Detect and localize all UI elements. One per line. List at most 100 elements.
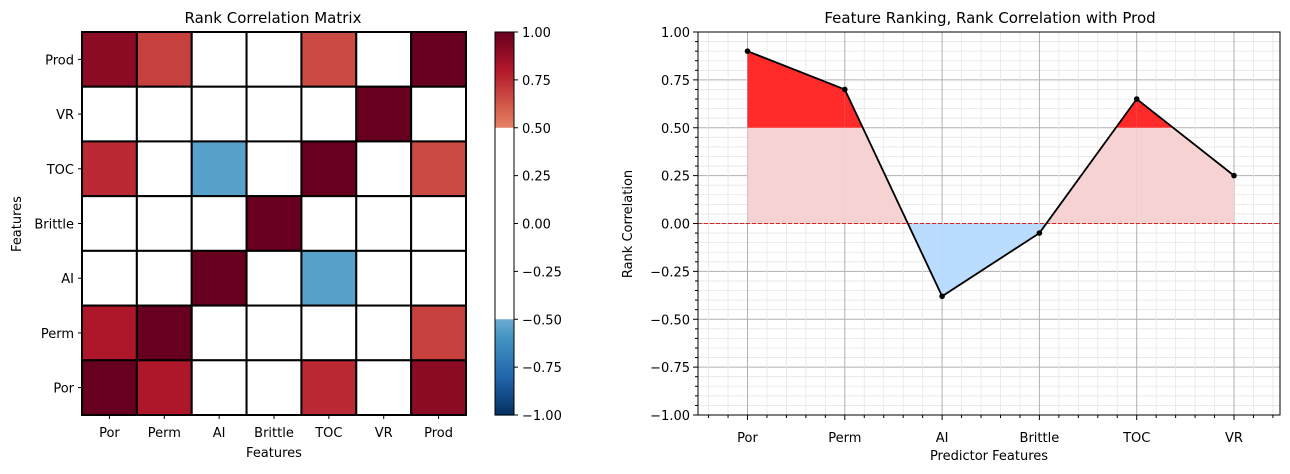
heatmap-y-tick-label: Brittle (34, 218, 74, 233)
colorbar-band (495, 300, 514, 304)
heatmap-cell-toc-prod (410, 140, 467, 198)
colorbar-band (495, 393, 514, 397)
colorbar-tick-label: −0.50 (522, 313, 562, 328)
colorbar-band (495, 268, 514, 272)
colorbar-band (495, 137, 514, 141)
correlation-line (747, 50, 1235, 298)
heatmap-cell-brittle-prod (410, 195, 467, 252)
line-chart-fills (747, 51, 1234, 297)
colorbar-band (495, 326, 514, 330)
colorbar-band (495, 324, 514, 328)
colorbar-band (495, 146, 514, 150)
heatmap-cell-ai-brittle (245, 249, 303, 307)
y-tick-label: 1.00 (661, 26, 690, 41)
colorbar-band (495, 168, 514, 172)
colorbar-band (495, 235, 514, 239)
colorbar-band (495, 211, 514, 215)
colorbar-band (495, 101, 514, 105)
colorbar-band (495, 91, 514, 95)
heatmap-cell-por-por (81, 359, 138, 416)
colorbar-band (495, 364, 514, 368)
colorbar-band (495, 367, 514, 371)
y-tick-label: 0.75 (661, 74, 690, 89)
colorbar-band (495, 39, 514, 43)
colorbar-band (495, 32, 514, 35)
y-tick-label: 0.25 (661, 170, 690, 185)
colorbar-band (495, 36, 514, 40)
colorbar-band (495, 405, 514, 409)
colorbar-band (495, 213, 514, 217)
colorbar-band (495, 379, 514, 383)
colorbar-band (495, 230, 514, 234)
colorbar-band (495, 359, 514, 363)
colorbar-band (495, 319, 514, 323)
colorbar-band (495, 350, 514, 354)
colorbar-band (495, 312, 514, 316)
colorbar-band (495, 228, 514, 232)
colorbar-band (495, 386, 514, 390)
colorbar-band (495, 376, 514, 380)
colorbar-band (495, 209, 514, 213)
colorbar-band (495, 225, 514, 229)
line-chart-y-ticks: 1.00 0.75 0.50 0.25 0.00 −0.25 −0.50 −0.75 −1.00 (650, 26, 698, 424)
colorbar-band (495, 53, 514, 57)
colorbar-band (495, 338, 514, 342)
colorbar-band (495, 77, 514, 81)
colorbar-band (495, 285, 514, 289)
heatmap-cell-vr-prod (410, 85, 467, 143)
colorbar-band (495, 63, 514, 67)
heatmap-cell-por-toc (300, 359, 358, 416)
colorbar-band (495, 79, 514, 83)
colorbar-band (495, 247, 514, 251)
heatmap-cell-prod-por (81, 31, 138, 88)
heatmap-x-ticks: Por Perm AI Brittle TOC VR Prod (99, 415, 453, 441)
heatmap-cell-perm-vr (355, 304, 413, 362)
colorbar-band (495, 60, 514, 64)
colorbar-band (495, 41, 514, 45)
colorbar-band (495, 297, 514, 301)
x-tick-label: Por (737, 431, 758, 446)
colorbar-tick-label: 0.75 (522, 74, 551, 89)
colorbar-band (495, 257, 514, 261)
colorbar-band (495, 374, 514, 378)
heatmap-cell-perm-ai (190, 304, 248, 362)
colorbar-band (495, 261, 514, 265)
colorbar-band (495, 125, 514, 129)
heatmap-cell-ai-por (81, 249, 138, 307)
x-tick-label: AI (936, 431, 949, 446)
colorbar-band (495, 199, 514, 203)
colorbar-band (495, 96, 514, 100)
colorbar-band (495, 142, 514, 146)
heatmap-cell-perm-perm (135, 304, 193, 362)
heatmap-cells (81, 31, 467, 416)
colorbar-band (495, 182, 514, 186)
heatmap-cell-vr-ai (190, 85, 248, 143)
y-tick-label: −0.25 (650, 265, 690, 280)
heatmap-cell-perm-toc (300, 304, 358, 362)
colorbar-band (495, 383, 514, 387)
colorbar-band (495, 345, 514, 349)
colorbar-band (495, 403, 514, 407)
x-tick-label: TOC (1122, 431, 1150, 446)
colorbar-band (495, 201, 514, 205)
heatmap-x-tick-label: Prod (424, 426, 453, 441)
heatmap-cell-ai-perm (135, 249, 193, 307)
colorbar-band (495, 87, 514, 91)
colorbar-band (495, 166, 514, 170)
heatmap-y-ticks: Prod VR TOC Brittle AI Perm Por (34, 53, 82, 397)
colorbar-band (495, 357, 514, 361)
heatmap-y-tick-label: VR (56, 108, 74, 123)
heatmap-cell-ai-prod (410, 249, 467, 307)
heatmap-cell-ai-vr (355, 249, 413, 307)
colorbar-band (495, 254, 514, 258)
heatmap-cell-perm-por (81, 304, 138, 362)
heatmap-y-tick-label: AI (61, 272, 74, 287)
heatmap-cell-toc-perm (135, 140, 193, 198)
colorbar-band (495, 316, 514, 320)
colorbar-band (495, 197, 514, 201)
heatmap-cell-vr-vr (355, 85, 413, 143)
heatmap-x-axis-label: Features (246, 446, 302, 461)
colorbar: 1.00 0.75 0.50 0.25 0.00 −0.25 −0.50 −0.75 −1.00 (494, 26, 562, 424)
data-point-brittle (1036, 230, 1043, 236)
heatmap-cell-por-prod (410, 359, 467, 416)
